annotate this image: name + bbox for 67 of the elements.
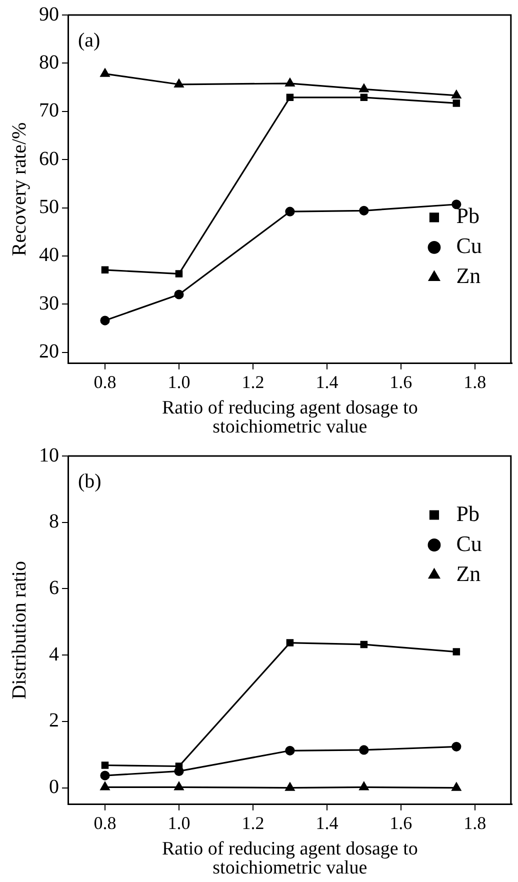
point [175, 270, 183, 278]
y-tick-label: 50 [39, 196, 59, 218]
x-tick-label: 1.4 [316, 372, 338, 392]
x-tick-label: 1.2 [242, 812, 264, 833]
y-axis-title: Distribution ratio [8, 561, 30, 700]
x-tick-label: 1.8 [464, 372, 486, 392]
point [175, 762, 183, 770]
point [285, 206, 295, 216]
point [174, 782, 184, 790]
y-tick-label: 90 [39, 3, 59, 26]
y-tick-label: 60 [39, 148, 59, 170]
y-tick-label: 2 [49, 710, 59, 732]
x-tick-label: 1.4 [316, 812, 338, 833]
point [359, 206, 369, 216]
x-tick-label: 1.0 [168, 812, 190, 833]
y-tick-label: 20 [39, 340, 59, 363]
point [285, 782, 295, 791]
point [286, 639, 294, 646]
y-tick-label: 10 [39, 444, 59, 466]
annotation: (a) [78, 29, 100, 52]
point [285, 746, 295, 756]
x-tick-label: 1.0 [168, 372, 190, 392]
point [452, 200, 462, 210]
point [452, 100, 460, 107]
point [174, 290, 184, 300]
x-tick-label: 1.2 [242, 372, 264, 392]
point [100, 316, 110, 326]
x-tick-label: 1.6 [390, 812, 412, 833]
x-axis-title: Ratio of reducing agent dosage to stoichiometric value [162, 397, 418, 438]
point [452, 742, 462, 752]
point [101, 266, 109, 274]
y-tick-label: 30 [39, 292, 59, 314]
legend-label: Cu [456, 233, 482, 258]
y-tick-label: 4 [49, 643, 59, 666]
point [285, 78, 295, 86]
point [452, 782, 462, 791]
annotation: (b) [78, 470, 102, 492]
y-tick-label: 40 [39, 244, 59, 266]
y-tick-label: 80 [39, 51, 59, 74]
x-tick-label: 0.8 [94, 372, 116, 392]
point [359, 782, 369, 790]
point [174, 79, 184, 88]
y-tick-label: 8 [49, 510, 59, 533]
point [360, 94, 368, 102]
x-tick-label: 1.6 [390, 372, 412, 392]
point [452, 90, 462, 99]
point [101, 762, 109, 769]
point [100, 68, 110, 77]
y-axis-title: Recovery rate/% [8, 122, 30, 256]
point [359, 84, 369, 92]
legend-label: Cu [456, 530, 482, 556]
legend-label: Pb [456, 500, 480, 526]
y-tick-label: 6 [49, 576, 59, 599]
y-tick-label: 0 [49, 776, 59, 798]
point [100, 782, 110, 790]
legend-label: Pb [456, 203, 480, 228]
point [100, 770, 110, 780]
point [359, 745, 369, 755]
x-tick-label: 0.8 [94, 812, 116, 833]
point [452, 648, 460, 656]
point [286, 94, 294, 102]
x-tick-label: 1.8 [464, 812, 486, 833]
legend-label: Zn [456, 560, 481, 586]
point [360, 640, 368, 648]
legend-label: Zn [456, 263, 481, 288]
x-axis-title: Ratio of reducing agent dosage to stoichiometric value [162, 838, 418, 878]
y-tick-label: 70 [39, 100, 59, 122]
